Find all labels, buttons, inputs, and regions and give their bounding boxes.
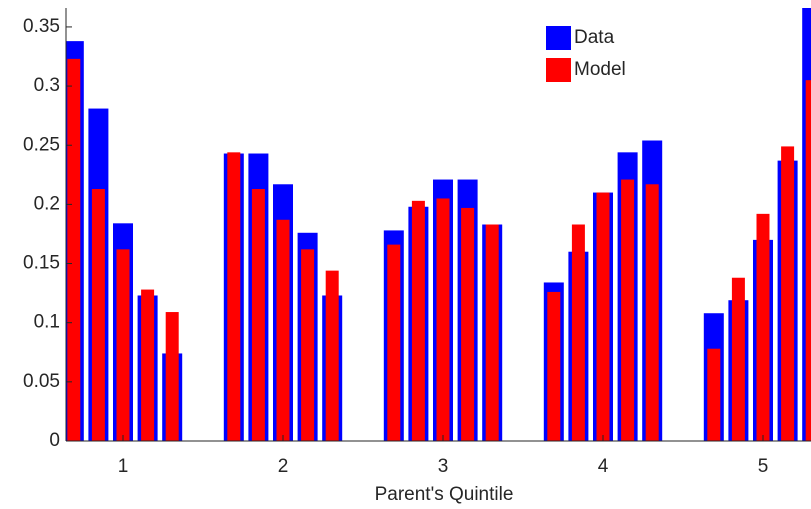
x-tick-label: 3 [438,456,449,477]
bar [436,198,450,441]
bar [485,224,499,441]
bar [571,224,585,441]
bar [67,58,81,441]
bar [707,348,721,441]
bar [387,244,401,441]
bar [621,179,635,441]
bar [251,189,265,441]
bar [596,192,610,441]
bar [276,219,290,441]
bar [116,249,130,441]
legend-swatch [546,26,571,50]
bar [805,80,811,441]
y-tick-label: 0 [49,430,60,451]
bar [461,207,475,441]
plot-area [66,8,811,441]
bar [227,152,241,441]
bar [325,270,339,441]
bar [756,213,770,441]
bar [91,189,105,441]
legend-label: Model [574,59,626,80]
bar [141,289,155,441]
y-tick-label: 0.25 [23,134,60,155]
legend-swatch [546,58,571,82]
bar [165,312,179,441]
x-tick-label: 2 [278,456,289,477]
y-tick-label: 0.2 [34,193,60,214]
bar [645,184,659,441]
y-tick-label: 0.35 [23,16,60,37]
y-tick-label: 0.15 [23,253,60,274]
x-axis-label: Parent's Quintile [375,484,514,505]
legend-label: Data [574,27,615,48]
x-tick-label: 4 [598,456,609,477]
y-tick-label: 0.1 [34,312,60,333]
y-tick-label: 0.3 [34,75,60,96]
bar [547,291,561,441]
bar [781,146,795,441]
x-tick-label: 1 [118,456,129,477]
x-tick-label: 5 [758,456,769,477]
bar [731,277,745,441]
bar [301,249,315,441]
y-tick-label: 0.05 [23,371,60,392]
bar [411,200,425,441]
